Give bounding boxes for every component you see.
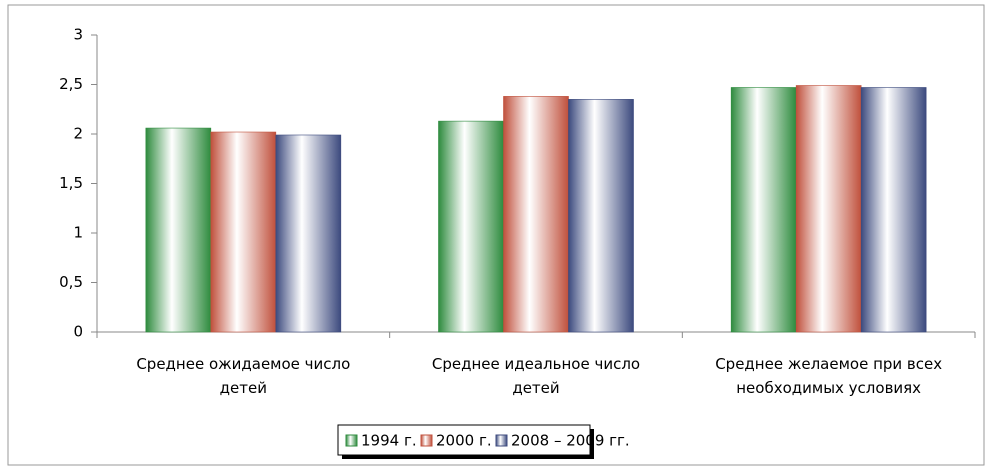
bar [210,131,277,333]
x-tick-label: Среднее ожидаемое число детей [136,355,351,397]
y-tick-label: 0,5 [59,273,83,291]
y-tick-label: 1,5 [59,174,83,192]
bar [860,87,927,333]
legend-swatch [420,434,433,447]
x-tick-label: Среднее желаемое при всех необходимых ус… [715,355,943,397]
y-tick-label: 3 [73,26,83,44]
y-tick-label: 1 [73,224,83,242]
legend-swatch [495,434,508,447]
legend-swatch [345,434,358,447]
legend-label: 2000 г. [436,432,492,450]
legend [337,424,591,456]
legend-label: 2008 – 2009 гг. [511,432,630,450]
bar [730,87,797,333]
bar [795,85,862,333]
bar [145,127,212,333]
bar [503,96,569,333]
legend-label: 1994 г. [361,432,417,450]
bar [275,134,342,333]
y-tick-label: 2 [73,125,83,143]
bar [568,99,634,333]
bar [438,120,504,333]
x-tick-label: Среднее идеальное число детей [431,355,641,397]
y-tick-label: 2,5 [59,75,83,93]
y-tick-label: 0 [73,323,83,341]
